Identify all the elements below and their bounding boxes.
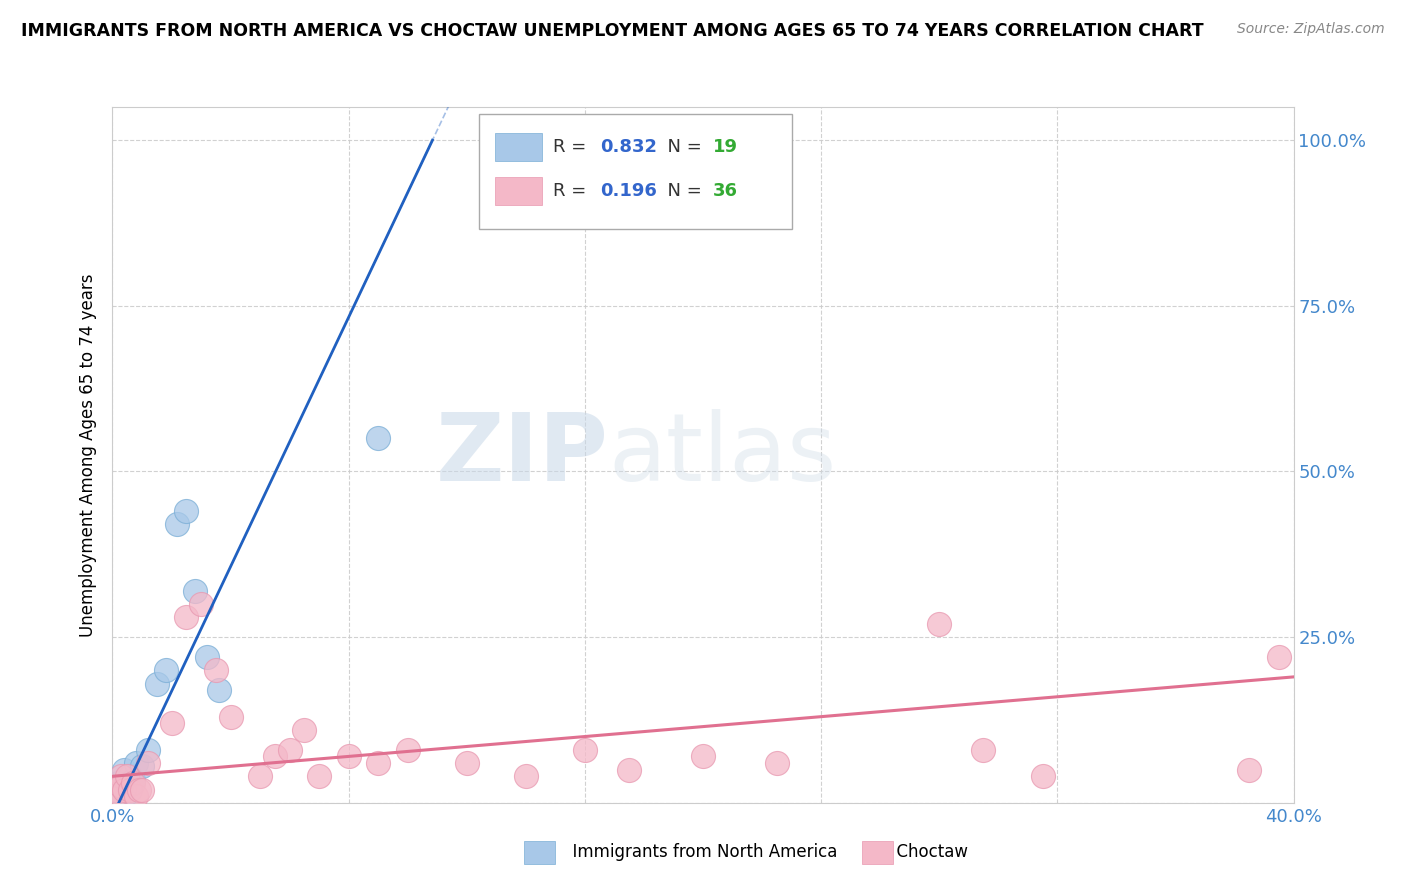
Point [766,756,789,770]
Point [692,749,714,764]
Text: 19: 19 [713,137,738,156]
Text: ZIP: ZIP [436,409,609,501]
Point [122,772,145,787]
Point [125,789,148,804]
Point [278,743,301,757]
Point [146,676,169,690]
Point [190,597,212,611]
Point [396,743,419,757]
Point [249,769,271,783]
FancyBboxPatch shape [478,114,792,229]
Point [136,743,159,757]
Text: IMMIGRANTS FROM NORTH AMERICA VS CHOCTAW UNEMPLOYMENT AMONG AGES 65 TO 74 YEARS : IMMIGRANTS FROM NORTH AMERICA VS CHOCTAW… [21,22,1204,40]
Point [205,663,228,677]
Point [456,756,478,770]
Point [264,749,287,764]
Point [367,431,389,445]
Point [104,782,127,797]
Point [308,769,330,783]
Point [104,782,127,797]
Point [174,610,197,624]
Point [166,517,188,532]
Point [117,786,138,800]
Point [110,769,132,783]
Text: N =: N = [655,137,707,156]
Point [1032,769,1054,783]
Point [219,709,242,723]
Point [120,769,142,783]
Text: R =: R = [553,182,592,200]
Text: atlas: atlas [609,409,837,501]
Point [122,776,145,790]
Text: R =: R = [553,137,592,156]
Point [107,776,129,790]
Point [515,133,537,147]
Point [973,743,995,757]
Point [174,504,197,518]
Point [107,786,129,800]
Point [155,663,177,677]
Point [195,650,218,665]
Point [110,779,132,793]
Point [110,779,132,793]
Text: Source: ZipAtlas.com: Source: ZipAtlas.com [1237,22,1385,37]
Point [619,763,641,777]
FancyBboxPatch shape [495,134,543,161]
Point [112,782,135,797]
Text: 0.832: 0.832 [600,137,657,156]
Text: 36: 36 [713,182,738,200]
Point [208,683,231,698]
Point [184,583,207,598]
Point [574,743,596,757]
Text: Immigrants from North America: Immigrants from North America [562,843,838,861]
Point [117,769,138,783]
Point [131,759,153,773]
Point [128,782,150,797]
Point [928,616,950,631]
Point [292,723,315,737]
Point [367,756,389,770]
Point [120,782,142,797]
Point [515,769,537,783]
Text: Choctaw: Choctaw [886,843,967,861]
Point [160,716,183,731]
Point [1268,650,1291,665]
Point [125,756,148,770]
Point [337,749,360,764]
Text: N =: N = [655,182,707,200]
Point [131,782,153,797]
Text: 0.196: 0.196 [600,182,657,200]
FancyBboxPatch shape [495,178,543,205]
Point [136,756,159,770]
Point [1239,763,1261,777]
Y-axis label: Unemployment Among Ages 65 to 74 years: Unemployment Among Ages 65 to 74 years [79,273,97,637]
Point [112,763,135,777]
